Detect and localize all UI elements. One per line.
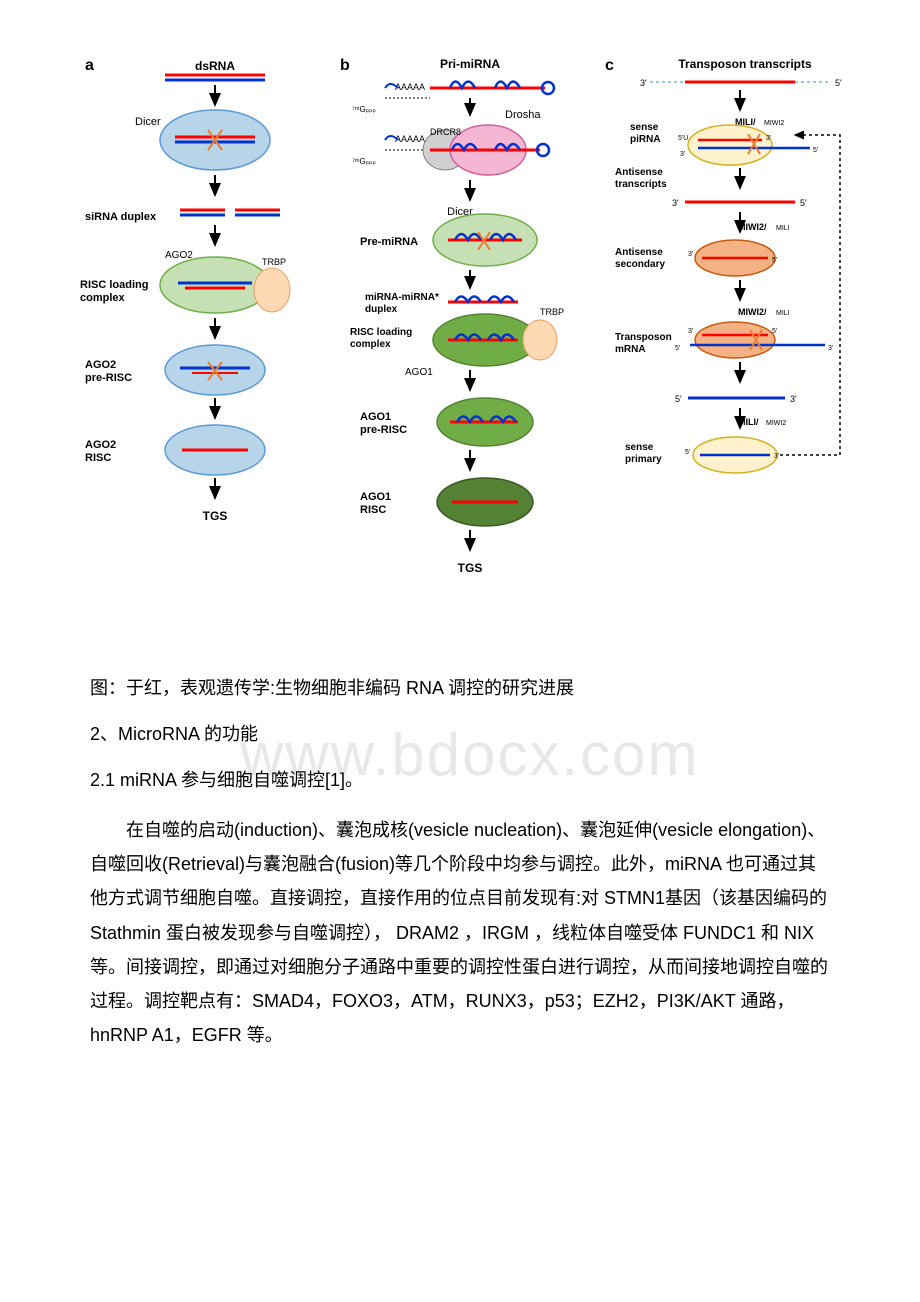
svg-text:3': 3' (688, 328, 693, 335)
svg-text:3': 3' (766, 135, 771, 142)
svg-text:3': 3' (688, 251, 693, 258)
svg-text:Antisense: Antisense (615, 167, 663, 178)
svg-text:MIWI2/: MIWI2/ (738, 307, 767, 317)
svg-text:sense: sense (625, 442, 654, 453)
drosha-label: Drosha (505, 109, 541, 121)
trbp-label-a: TRBP (262, 257, 286, 267)
svg-text:pre-RISC: pre-RISC (85, 372, 132, 384)
svg-text:piRNA: piRNA (630, 134, 661, 145)
section-2-title: 2、MicroRNA 的功能 (90, 716, 870, 752)
svg-text:MIWI2: MIWI2 (764, 120, 784, 127)
svg-text:MILI/: MILI/ (738, 417, 759, 427)
svg-text:RISC: RISC (85, 452, 111, 464)
sirna-duplex-label: siRNA duplex (85, 211, 157, 223)
section-2-1-title: 2.1 miRNA 参与细胞自噬调控[1]。 (90, 762, 870, 798)
svg-text:MILI: MILI (776, 225, 790, 232)
svg-text:RISC: RISC (360, 504, 386, 516)
drcr8-label: DRCR8 (430, 127, 461, 137)
dicer-label-a: Dicer (135, 116, 161, 128)
svg-text:pre-RISC: pre-RISC (360, 424, 407, 436)
svg-text:AGO2: AGO2 (85, 359, 116, 371)
svg-text:5'U: 5'U (678, 135, 688, 142)
pathway-figure: a dsRNA Dicer siRNA duplex AGO2 TRBP RIS… (50, 40, 870, 640)
svg-text:3': 3' (774, 453, 779, 460)
svg-text:RISC loading: RISC loading (350, 327, 412, 338)
svg-text:Antisense: Antisense (615, 247, 663, 258)
svg-text:AGO1: AGO1 (360, 491, 391, 503)
pre-mirna-label: Pre-miRNA (360, 236, 418, 248)
panel-a-label: a (85, 57, 94, 74)
panel-c-label: c (605, 57, 614, 74)
svg-text:5': 5' (813, 147, 818, 154)
svg-text:AGO1: AGO1 (360, 411, 391, 423)
risc-loading-a: RISC loading (80, 279, 148, 291)
figure-svg: a dsRNA Dicer siRNA duplex AGO2 TRBP RIS… (50, 40, 870, 640)
svg-text:3': 3' (680, 151, 685, 158)
svg-text:secondary: secondary (615, 259, 665, 270)
svg-text:5': 5' (772, 257, 777, 264)
ago2-label-a: AGO2 (165, 250, 193, 261)
svg-text:duplex: duplex (365, 304, 398, 315)
ago1-label: AGO1 (405, 367, 433, 378)
svg-text:5': 5' (675, 394, 682, 404)
panel-b-label: b (340, 57, 350, 74)
panel-a-title: dsRNA (195, 59, 235, 73)
figure-caption: 图：于红，表观遗传学:生物细胞非编码 RNA 调控的研究进展 (90, 670, 870, 706)
svg-text:3': 3' (640, 78, 647, 88)
svg-text:MIWI2/: MIWI2/ (738, 222, 767, 232)
svg-text:AAAAA: AAAAA (395, 82, 425, 92)
svg-text:5': 5' (800, 198, 807, 208)
svg-text:complex: complex (350, 339, 391, 350)
svg-text:MILI: MILI (776, 310, 790, 317)
svg-text:⁷ᵐGₚₚₚ: ⁷ᵐGₚₚₚ (352, 105, 376, 114)
svg-text:3': 3' (672, 198, 679, 208)
body-paragraph: 在自噬的启动(induction)、囊泡成核(vesicle nucleatio… (50, 813, 830, 1052)
svg-text:MIWI2: MIWI2 (766, 420, 786, 427)
svg-text:AGO2: AGO2 (85, 439, 116, 451)
svg-text:miRNA-miRNA*: miRNA-miRNA* (365, 292, 439, 303)
svg-text:mRNA: mRNA (615, 344, 646, 355)
svg-text:3': 3' (828, 345, 833, 352)
svg-text:Transposon: Transposon (615, 332, 672, 343)
svg-text:3': 3' (790, 394, 797, 404)
svg-text:5': 5' (835, 78, 842, 88)
svg-text:5': 5' (685, 449, 690, 456)
trbp-b: TRBP (540, 307, 564, 317)
svg-text:complex: complex (80, 292, 126, 304)
panel-b-title: Pri-miRNA (440, 57, 500, 71)
svg-text:transcripts: transcripts (615, 179, 667, 190)
tgs-b: TGS (458, 561, 483, 575)
svg-text:5': 5' (772, 328, 777, 335)
tgs-a: TGS (203, 509, 228, 523)
svg-text:5': 5' (675, 345, 680, 352)
svg-text:⁷ᵐGₚₚₚ: ⁷ᵐGₚₚₚ (352, 157, 376, 166)
panel-c-title: Transposon transcripts (678, 57, 812, 71)
svg-text:primary: primary (625, 454, 662, 465)
svg-text:AAAAA: AAAAA (395, 134, 425, 144)
svg-text:sense: sense (630, 122, 659, 133)
